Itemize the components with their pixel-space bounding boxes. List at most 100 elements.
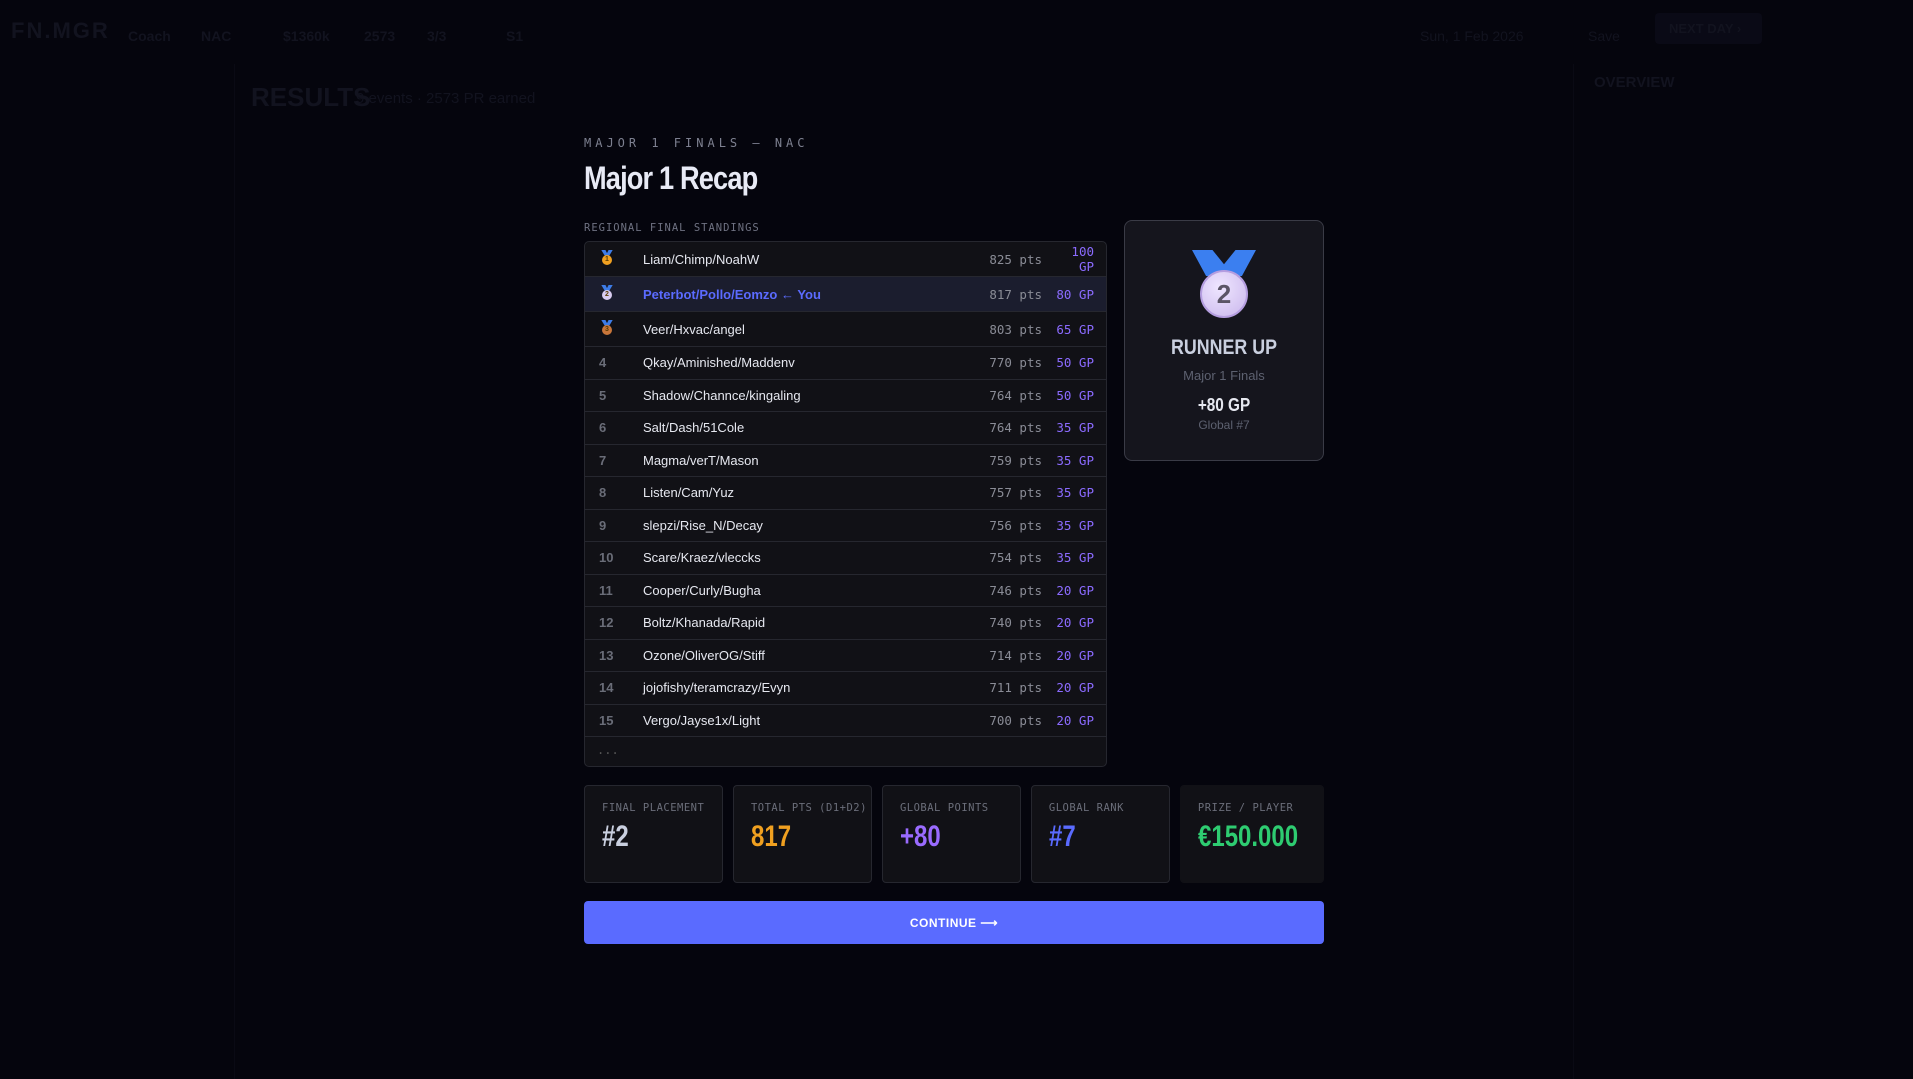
standings-row: 13 Ozone/OliverOG/Stiff 714 pts 20 GP — [585, 640, 1106, 672]
standings-row: 4 Qkay/Aminished/Maddenv 770 pts 50 GP — [585, 347, 1106, 380]
stat-box: FINAL PLACEMENT #2 — [584, 785, 723, 883]
row-pts: 711 pts — [989, 680, 1042, 696]
row-gp: 20 GP — [1056, 647, 1094, 663]
standings-row: 12 Boltz/Khanada/Rapid 740 pts 20 GP — [585, 607, 1106, 640]
overview-title: OVERVIEW — [1594, 74, 1675, 91]
row-pts: 740 pts — [989, 615, 1042, 631]
stat-box: PRIZE / PLAYER €150.000 — [1179, 785, 1325, 883]
stat-value: #7 — [1048, 820, 1076, 853]
row-team: Boltz/Khanada/Rapid — [643, 615, 766, 631]
rank: 9 — [599, 517, 607, 533]
row-team: Cooper/Curly/Bugha — [643, 582, 761, 598]
continue-button[interactable]: CONTINUE ⟶ — [584, 901, 1324, 944]
row-pts: 817 pts — [989, 286, 1042, 302]
more-indicator: ... — [597, 743, 619, 757]
standings-row: 7 Magma/verT/Mason 759 pts 35 GP — [585, 445, 1106, 477]
standings-row: 6 Salt/Dash/51Cole 764 pts 35 GP — [585, 412, 1106, 445]
sidebar — [0, 64, 235, 1079]
row-team: jojofishy/teramcrazy/Evyn — [643, 680, 791, 696]
row-team: Veer/Hxvac/angel — [643, 321, 745, 337]
row-gp: 35 GP — [1056, 420, 1094, 436]
row-team: Shadow/Channce/kingaling — [643, 387, 801, 403]
stats-row: FINAL PLACEMENT #2 TOTAL PTS (D1+D2) 817 GLO… — [584, 785, 1325, 883]
row-pts: 756 pts — [989, 517, 1042, 533]
overview-panel — [1573, 64, 1913, 1079]
row-gp: 80 GP — [1056, 286, 1094, 302]
row-gp: 20 GP — [1056, 680, 1094, 696]
row-team: Ozone/OliverOG/Stiff — [643, 647, 765, 663]
topbar-pr: 2573 — [364, 28, 396, 44]
standings-row: 9 slepzi/Rise_N/Decay 756 pts 35 GP — [585, 510, 1106, 542]
rank: 13 — [599, 647, 614, 663]
row-gp: 35 GP — [1056, 452, 1094, 468]
row-gp: 50 GP — [1056, 355, 1094, 371]
result-event: Major 1 Finals — [1183, 368, 1265, 383]
stat-value: €150.000 — [1197, 820, 1298, 853]
row-pts: 759 pts — [989, 452, 1042, 468]
row-team: Scare/Kraez/vleccks — [643, 550, 761, 566]
stat-label: PRIZE / PLAYER — [1197, 802, 1294, 814]
row-pts: 764 pts — [989, 420, 1042, 436]
row-gp: 35 GP — [1056, 517, 1094, 533]
row-gp: 20 GP — [1056, 582, 1094, 598]
rank: 6 — [599, 420, 607, 436]
stat-box: TOTAL PTS (D1+D2) 817 — [732, 785, 872, 883]
stat-label: GLOBAL RANK — [1048, 802, 1124, 814]
standings-table: 1 Liam/Chimp/NoahW 825 pts 100 GP 2 Peterbot/… — [584, 241, 1107, 767]
standings-row: 2 Peterbot/Pollo/Eomzo ← You 817 pts 80 GP — [585, 277, 1106, 312]
rank: 15 — [599, 712, 614, 728]
row-team: Listen/Cam/Yuz — [643, 485, 735, 501]
stat-label: GLOBAL POINTS — [899, 802, 989, 814]
row-pts: 764 pts — [989, 387, 1042, 403]
row-pts: 754 pts — [989, 550, 1042, 566]
rank: 10 — [599, 550, 614, 566]
rank: 11 — [599, 582, 613, 598]
row-gp: 100 GP — [1071, 244, 1094, 274]
result-global-rank: Global #7 — [1198, 418, 1250, 432]
row-gp: 35 GP — [1056, 550, 1094, 566]
row-team: Peterbot/Pollo/Eomzo ← You — [643, 286, 821, 302]
row-gp: 65 GP — [1056, 321, 1094, 337]
save-button[interactable]: Save — [1588, 28, 1620, 44]
stat-label: TOTAL PTS (D1+D2) — [750, 802, 867, 814]
standings-label: REGIONAL FINAL STANDINGS — [584, 222, 760, 234]
silver-medal-icon: 2 — [597, 284, 643, 304]
row-pts: 746 pts — [989, 582, 1042, 598]
stat-label: FINAL PLACEMENT — [602, 802, 705, 814]
modal-title: Major 1 Recap — [584, 160, 758, 196]
next-day-button[interactable]: NEXT DAY › — [1655, 13, 1762, 44]
topbar-roster: 3/3 — [427, 28, 447, 44]
row-team: Salt/Dash/51Cole — [643, 420, 745, 436]
rank: 14 — [599, 680, 614, 696]
row-pts: 757 pts — [989, 485, 1042, 501]
rank: 12 — [599, 615, 614, 631]
result-gp: +80 GP — [1197, 395, 1251, 415]
row-gp: 20 GP — [1056, 615, 1094, 631]
stat-value: +80 — [899, 820, 941, 853]
row-team: Liam/Chimp/NoahW — [643, 251, 760, 267]
row-pts: 700 pts — [989, 712, 1042, 728]
modal-eyebrow: MAJOR 1 FINALS — NAC — [584, 136, 809, 150]
standings-row: 1 Liam/Chimp/NoahW 825 pts 100 GP — [585, 242, 1106, 277]
row-pts: 825 pts — [989, 251, 1042, 267]
row-gp: 50 GP — [1056, 387, 1094, 403]
app-logo: FN.MGR — [11, 18, 110, 43]
standings-row: 14 jojofishy/teramcrazy/Evyn 711 pts 20 GP — [585, 672, 1106, 705]
page-subtitle: 9 events · 2573 PR earned — [356, 90, 536, 107]
row-team: slepzi/Rise_N/Decay — [643, 517, 763, 533]
stat-box: GLOBAL RANK #7 — [1030, 785, 1170, 883]
standings-row: 10 Scare/Kraez/vleccks 754 pts 35 GP — [585, 542, 1106, 575]
row-team: Vergo/Jayse1x/Light — [643, 712, 761, 728]
row-team: Magma/verT/Mason — [643, 452, 759, 468]
standings-row: 15 Vergo/Jayse1x/Light 700 pts 20 GP — [585, 705, 1106, 737]
topbar-budget: $1360k — [283, 28, 330, 44]
row-pts: 770 pts — [989, 355, 1042, 371]
page-title: RESULTS — [251, 82, 371, 112]
row-pts: 803 pts — [989, 321, 1042, 337]
stat-value: 817 — [750, 820, 792, 853]
row-gp: 35 GP — [1056, 485, 1094, 501]
bronze-medal-icon: 3 — [597, 319, 643, 339]
row-team: Qkay/Aminished/Maddenv — [643, 355, 795, 371]
topbar-season: S1 — [506, 28, 524, 44]
